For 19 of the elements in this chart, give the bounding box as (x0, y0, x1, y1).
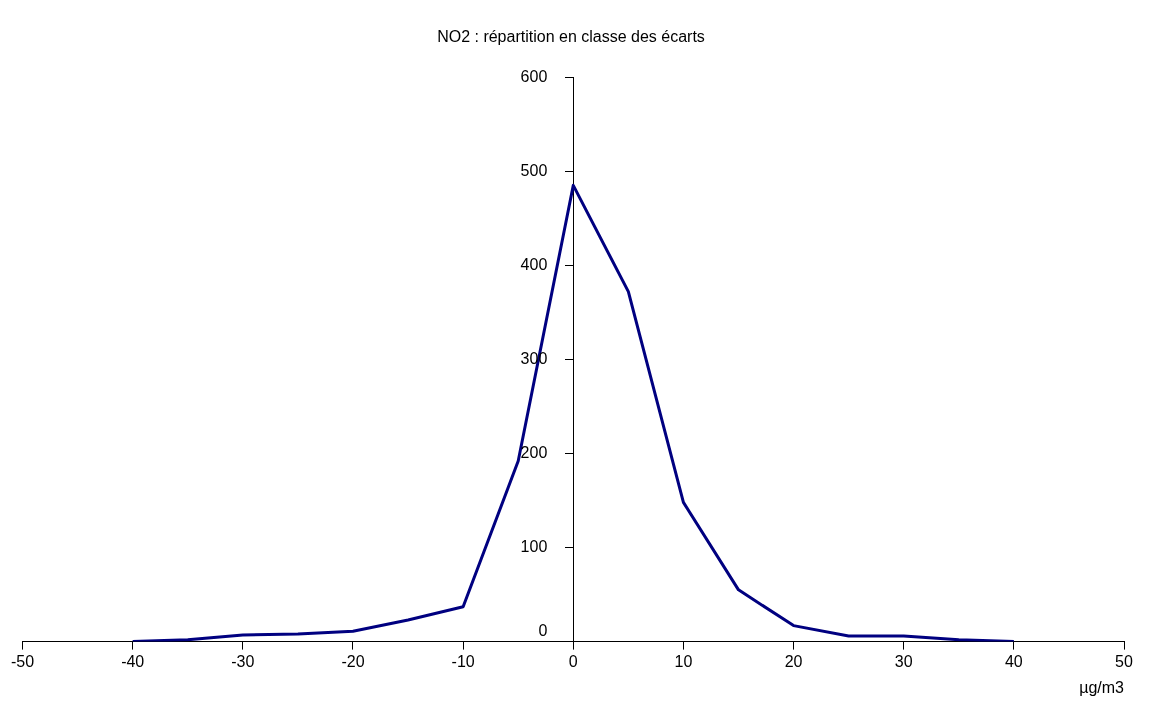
x-tick-label: -30 (231, 652, 255, 670)
x-tick-label: -40 (121, 652, 145, 670)
y-tick-label: 200 (520, 443, 548, 461)
y-tick-label: 400 (520, 255, 548, 273)
y-tick-label: 0 (538, 622, 548, 640)
x-tick-label: 40 (1004, 652, 1023, 670)
x-tick-label: 0 (568, 652, 578, 670)
chart-title: NO2 : répartition en classe des écarts (437, 28, 705, 46)
x-tick-label: 20 (784, 652, 803, 670)
x-tick-label: 30 (894, 652, 913, 670)
y-tick-label: 100 (520, 537, 548, 555)
y-tick-label: 600 (520, 67, 548, 85)
x-tick-label: -10 (451, 652, 475, 670)
x-tick-label: -20 (341, 652, 365, 670)
x-tick-label: 50 (1115, 652, 1133, 670)
y-tick-label: 500 (520, 161, 548, 179)
x-axis-title: µg/m3 (1079, 678, 1125, 696)
x-tick-label: -50 (11, 652, 35, 670)
x-tick-label: 10 (674, 652, 693, 670)
